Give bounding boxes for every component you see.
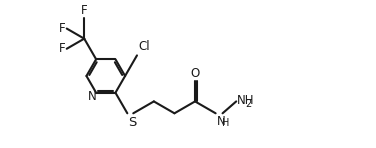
Text: N: N bbox=[217, 115, 225, 128]
Text: NH: NH bbox=[237, 94, 255, 107]
Text: F: F bbox=[59, 22, 66, 35]
Text: F: F bbox=[59, 42, 66, 55]
Text: S: S bbox=[128, 116, 136, 129]
Text: H: H bbox=[222, 118, 229, 128]
Text: O: O bbox=[190, 67, 200, 80]
Text: N: N bbox=[88, 90, 97, 103]
Text: Cl: Cl bbox=[138, 40, 150, 53]
Text: 2: 2 bbox=[246, 99, 252, 109]
Text: F: F bbox=[81, 4, 88, 17]
